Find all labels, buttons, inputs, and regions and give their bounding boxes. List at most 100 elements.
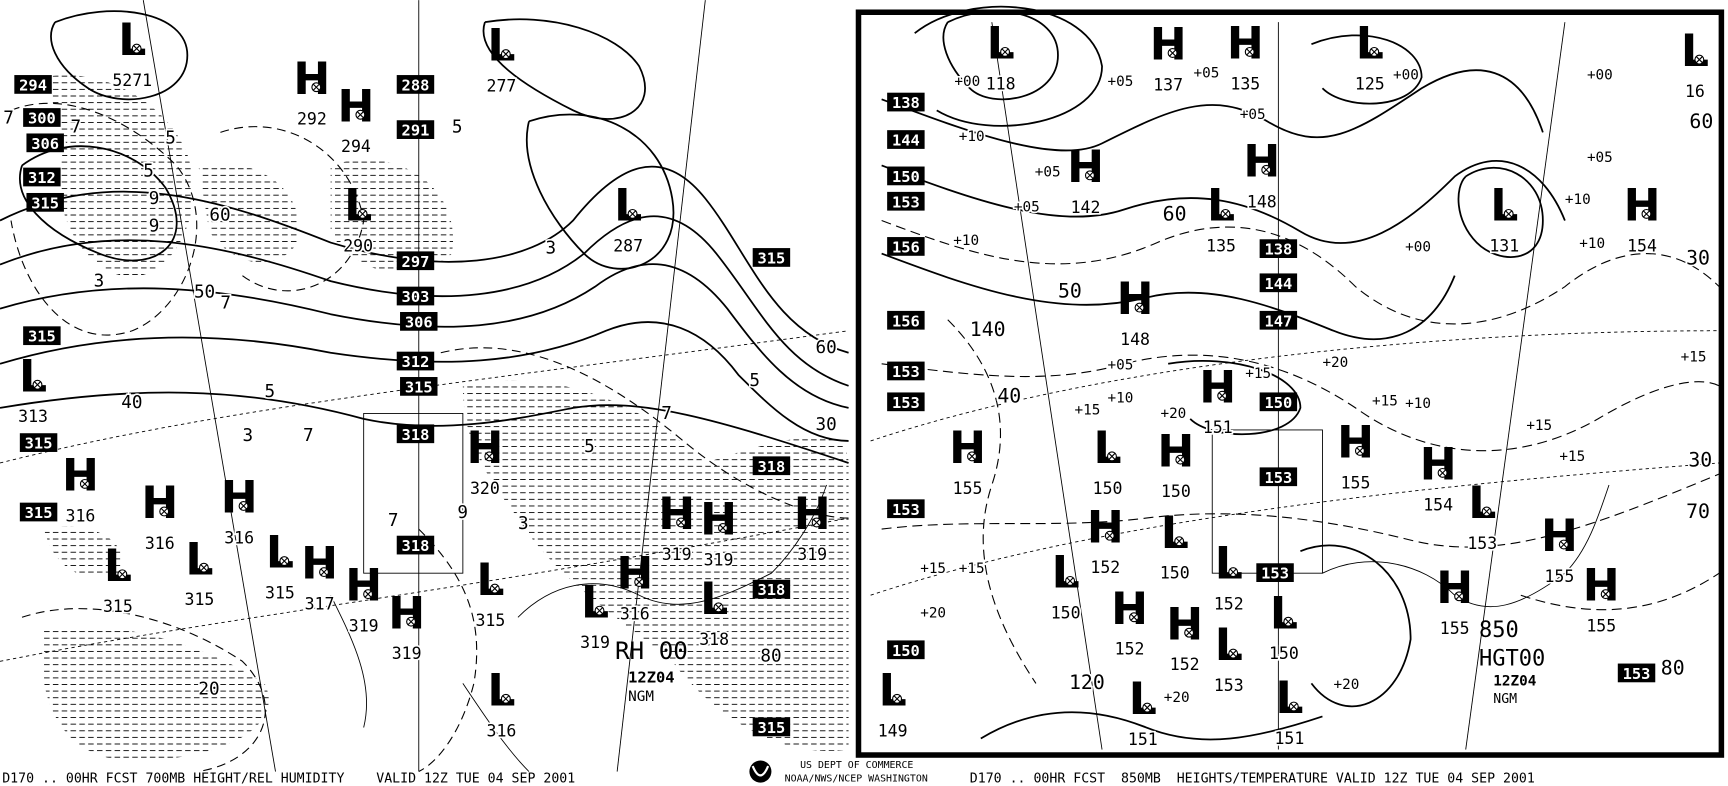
center-value: 150: [1269, 644, 1299, 663]
high-symbol: H: [301, 539, 338, 590]
temperature-label-group: +20: [1321, 353, 1350, 372]
center-value: 294: [341, 137, 371, 156]
contour-label-group: 3: [92, 270, 106, 293]
center-value: 152: [1115, 640, 1145, 659]
boxed-height-label: 153: [887, 392, 925, 412]
temperature-label: +15: [1681, 350, 1707, 366]
contour-label-group: 30: [1687, 447, 1714, 473]
high-pressure-center: H 152: [1087, 502, 1124, 579]
low-symbol: L: [879, 665, 907, 716]
center-value: 319: [662, 545, 692, 564]
high-symbol: H: [338, 81, 375, 132]
left-caption: D170 .. 00HR FCST 700MB HEIGHT/REL HUMID…: [2, 772, 575, 786]
contour-label-group: 80: [759, 645, 784, 668]
contour-label: 5: [165, 128, 176, 148]
high-pressure-center: H 292: [293, 54, 330, 131]
center-value: 155: [1544, 567, 1574, 586]
center-value: 315: [185, 590, 215, 609]
low-symbol: L: [1215, 620, 1243, 671]
contour-label: 60: [209, 206, 230, 226]
low-symbol: L: [1270, 588, 1298, 639]
contour-label-group: 5: [142, 160, 156, 183]
boxed-height-label: 153: [887, 361, 925, 381]
boxed-height-label: 153: [1259, 467, 1298, 487]
contour-label: 3: [518, 514, 529, 534]
boxed-height-value: 318: [402, 426, 430, 444]
temperature-label: +15: [920, 561, 946, 577]
temperature-label: +15: [1559, 449, 1585, 465]
temperature-label: +00: [1587, 67, 1613, 83]
contour-label: 120: [1069, 671, 1105, 694]
high-symbol: H: [1624, 181, 1661, 232]
boxed-height-value: 315: [25, 435, 53, 453]
high-symbol: H: [1199, 362, 1236, 413]
temperature-label-group: +15: [957, 560, 986, 579]
high-pressure-center: H 155: [949, 423, 986, 500]
center-value: 316: [620, 604, 650, 623]
contour-label-group: 50: [192, 281, 217, 304]
center-value: 319: [392, 644, 422, 663]
boxed-height-label: 318: [752, 456, 791, 476]
high-symbol: H: [221, 473, 258, 524]
boxed-height-value: 153: [1261, 565, 1289, 583]
boxed-height-label: 138: [1259, 239, 1298, 259]
temperature-label-group: +15: [1244, 364, 1273, 383]
high-symbol: H: [466, 423, 503, 474]
boxed-height-value: 315: [758, 719, 786, 737]
low-symbol: L: [266, 528, 294, 579]
center-value: 135: [1206, 236, 1236, 255]
center-value: 152: [1090, 558, 1120, 577]
contour-label-group: 40: [996, 383, 1023, 409]
boxed-height-label: 306: [26, 133, 64, 153]
temperature-label: +05: [1240, 107, 1266, 123]
valid-time-label: 12Z04: [628, 668, 674, 686]
contour-label: 9: [149, 189, 160, 209]
temperature-label-group: +20: [1159, 404, 1188, 423]
contour-label: 7: [388, 511, 399, 531]
boxed-height-label: 138: [887, 92, 925, 112]
level-label: 850: [1479, 618, 1519, 643]
center-value: 315: [475, 611, 505, 630]
contour-label: 70: [1686, 500, 1710, 523]
boxed-height-value: 156: [892, 238, 920, 256]
temperature-label-group: +05: [1238, 105, 1267, 124]
agency-line-1: US DEPT OF COMMERCE: [800, 760, 913, 771]
right-panel-legend: 850 HGT00 12Z04 NGM: [1479, 618, 1545, 707]
boxed-height-label: 297: [396, 251, 435, 271]
boxed-height-value: 153: [1623, 665, 1651, 683]
temperature-label-group: +00: [1391, 66, 1420, 85]
high-symbol: H: [1157, 426, 1194, 477]
high-symbol: H: [1087, 502, 1124, 553]
center-value: 315: [265, 584, 295, 603]
contour-label: 40: [121, 393, 142, 413]
boxed-height-label: 291: [396, 120, 435, 140]
boxed-height-value: 294: [19, 76, 47, 94]
temperature-label: +10: [953, 233, 979, 249]
boxed-height-label: 150: [887, 640, 925, 660]
temperature-label: +15: [1245, 366, 1271, 382]
contour-label-group: 7: [386, 509, 400, 532]
temperature-label-group: +10: [957, 128, 986, 147]
high-pressure-center: H 155: [1583, 561, 1620, 638]
boxed-height-value: 297: [402, 253, 430, 271]
center-value: 152: [1214, 595, 1244, 614]
contour-label: 50: [194, 283, 215, 303]
high-pressure-center: H 154: [1420, 440, 1457, 517]
contour-label: 80: [760, 646, 781, 666]
low-pressure-center: L 277: [485, 21, 518, 98]
boxed-height-value: 318: [758, 458, 786, 476]
center-value: 16: [1685, 82, 1705, 101]
low-pressure-center: L 316: [485, 665, 518, 742]
boxed-height-label: 315: [400, 377, 438, 396]
high-pressure-center: H 316: [221, 473, 258, 550]
high-pressure-center: H 151: [1199, 362, 1236, 439]
high-pressure-center: H 152: [1111, 584, 1148, 661]
boxed-height-label: 303: [396, 286, 435, 306]
temperature-label: +15: [1074, 402, 1100, 418]
boxed-height-value: 153: [892, 501, 920, 519]
low-symbol: L: [1207, 181, 1235, 232]
contour-label-group: 7: [69, 116, 83, 139]
left-boxed-height-labels: 294 300 306 312 315 288 291 297 303 306 312 315 318 3…: [14, 75, 791, 737]
boxed-height-label: 153: [1256, 563, 1294, 583]
